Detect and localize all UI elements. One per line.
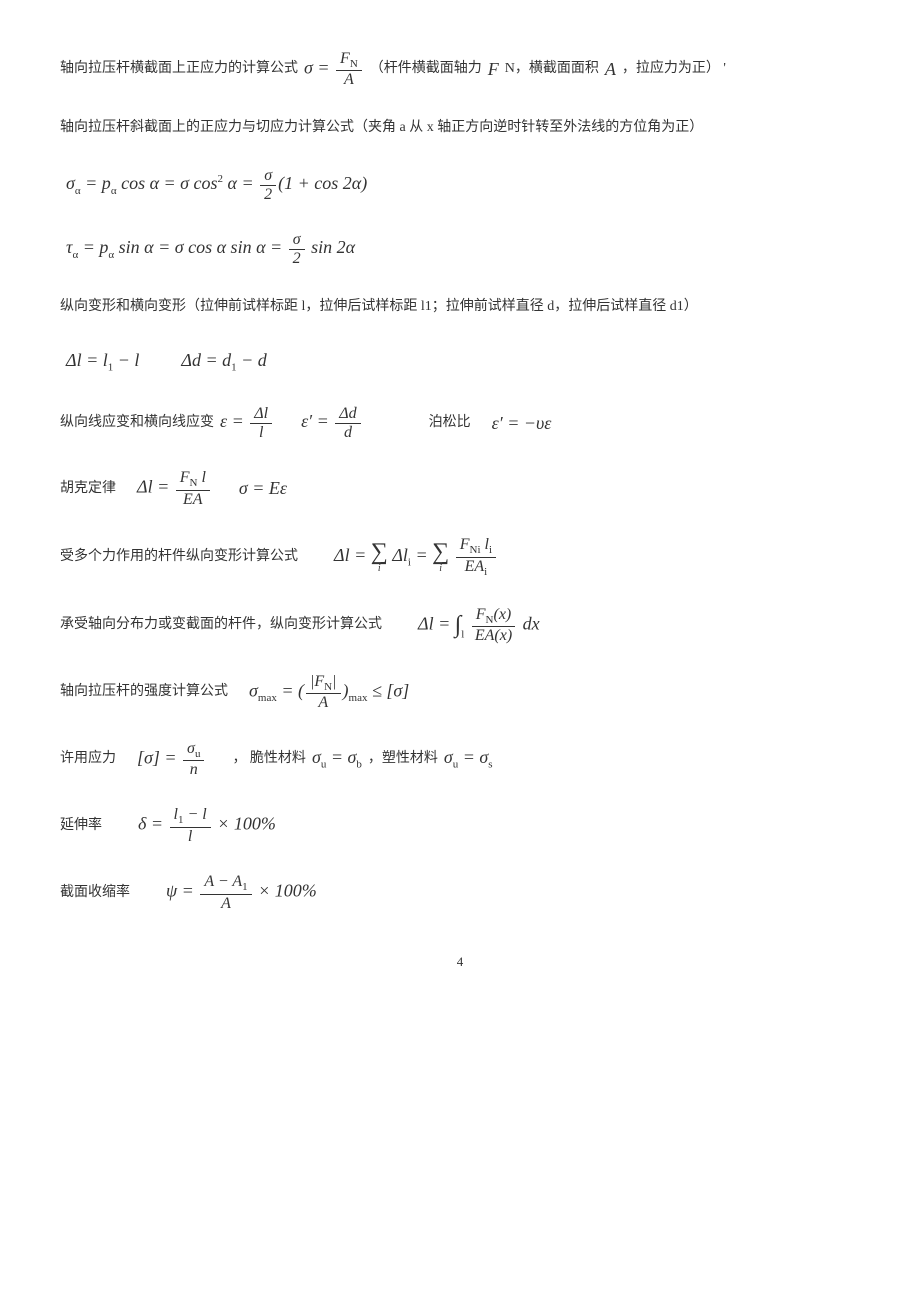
eq-integral: Δl = ∫l FN(x)EA(x) dx	[418, 606, 540, 645]
eq-delta-l: Δl = l1 − l	[66, 346, 139, 377]
eq-strength: σmax = (|FN|A)max ≤ [σ]	[249, 673, 409, 712]
text-post3: ，拉应力为正） '	[622, 58, 726, 80]
line-sum-deform: 受多个力作用的杆件纵向变形计算公式 Δl = ∑i Δli = ∑i FNi l…	[60, 536, 860, 578]
eq-ductile: σu = σs	[444, 743, 493, 774]
line-strength: 轴向拉压杆的强度计算公式 σmax = (|FN|A)max ≤ [σ]	[60, 673, 860, 712]
text-strength: 轴向拉压杆的强度计算公式	[60, 681, 228, 703]
text-sum: 受多个力作用的杆件纵向变形计算公式	[60, 546, 298, 568]
line-strain: 纵向线应变和横向线应变 ε = Δll ε′ = Δdd 泊松比 ε′ = −υ…	[60, 405, 860, 441]
text-deformation: 纵向变形和横向变形（拉伸前试样标距 l，拉伸后试样标距 l1；拉伸前试样直径 d…	[60, 296, 698, 318]
text-strain-pre: 纵向线应变和横向线应变	[60, 412, 214, 434]
formula-tau-alpha: τα = pα sin α = σ cos α sin α = σ2 sin 2…	[60, 231, 860, 267]
text-reduction: 截面收缩率	[60, 882, 130, 904]
line-deformation-intro: 纵向变形和横向变形（拉伸前试样标距 l，拉伸后试样标距 l1；拉伸前试样直径 d…	[60, 296, 860, 318]
text-allowable: 许用应力	[60, 748, 116, 770]
line-elongation: 延伸率 δ = l1 − ll × 100%	[60, 806, 860, 845]
text-hooke: 胡克定律	[60, 478, 116, 500]
line-integral-deform: 承受轴向分布力或变截面的杆件，纵向变形计算公式 Δl = ∫l FN(x)EA(…	[60, 606, 860, 645]
formula-sigma-alpha: σα = pα cos α = σ cos2 α = σ2(1 + cos 2α…	[60, 167, 860, 203]
line-allowable: 许用应力 [σ] = σun ， 脆性材料 σu = σb ，塑性材料 σu =…	[60, 740, 860, 779]
eq-allowable: [σ] = σun	[137, 740, 206, 779]
eq-poisson: ε′ = −υε	[492, 409, 552, 438]
eq-delta-d: Δd = d1 − d	[181, 346, 266, 377]
text-oblique: 轴向拉压杆斜截面上的正应力与切应力计算公式（夹角 a 从 x 轴正方向逆时针转至…	[60, 117, 703, 139]
eq-sum: Δl = ∑i Δli = ∑i FNi liEAi	[334, 536, 498, 578]
symbol-a: A	[605, 55, 616, 84]
page-number: 4	[60, 952, 860, 973]
formula-delta-l-d: Δl = l1 − l Δd = d1 − d	[60, 346, 860, 377]
eq-brittle: σu = σb	[312, 743, 362, 774]
eq-reduction: ψ = A − A1A × 100%	[166, 873, 317, 912]
text-integral: 承受轴向分布力或变截面的杆件，纵向变形计算公式	[60, 614, 382, 636]
eq-hooke-sigma: σ = Eε	[239, 474, 287, 503]
formula-sigma-fn-a: σ = FNA	[304, 50, 364, 89]
eq-sigma-alpha: σα = pα cos α = σ cos2 α = σ2(1 + cos 2α…	[66, 167, 367, 203]
line-oblique-intro: 轴向拉压杆斜截面上的正应力与切应力计算公式（夹角 a 从 x 轴正方向逆时针转至…	[60, 117, 860, 139]
text-ductile: ，塑性材料	[368, 748, 438, 770]
text-prefix: 轴向拉压杆横截面上正应力的计算公式	[60, 58, 298, 80]
eq-hooke-dl: Δl = FN lEA	[137, 469, 212, 508]
eq-tau-alpha: τα = pα sin α = σ cos α sin α = σ2 sin 2…	[66, 231, 355, 267]
line-reduction: 截面收缩率 ψ = A − A1A × 100%	[60, 873, 860, 912]
symbol-fn: F	[488, 55, 499, 84]
eq-elongation: δ = l1 − ll × 100%	[138, 806, 276, 845]
text-poisson: 泊松比	[429, 412, 471, 434]
eq-eps: ε = Δll	[220, 405, 274, 441]
text-brittle: ， 脆性材料	[232, 748, 306, 770]
eq-eps-prime: ε′ = Δdd	[301, 405, 363, 441]
text-post1: （杆件横截面轴力	[370, 58, 482, 80]
text-elongation: 延伸率	[60, 815, 102, 837]
line-normal-stress: 轴向拉压杆横截面上正应力的计算公式 σ = FNA （杆件横截面轴力 FN ，横…	[60, 50, 860, 89]
text-post2: ，横截面面积	[515, 58, 599, 80]
text-n: N	[505, 58, 515, 80]
line-hooke: 胡克定律 Δl = FN lEA σ = Eε	[60, 469, 860, 508]
